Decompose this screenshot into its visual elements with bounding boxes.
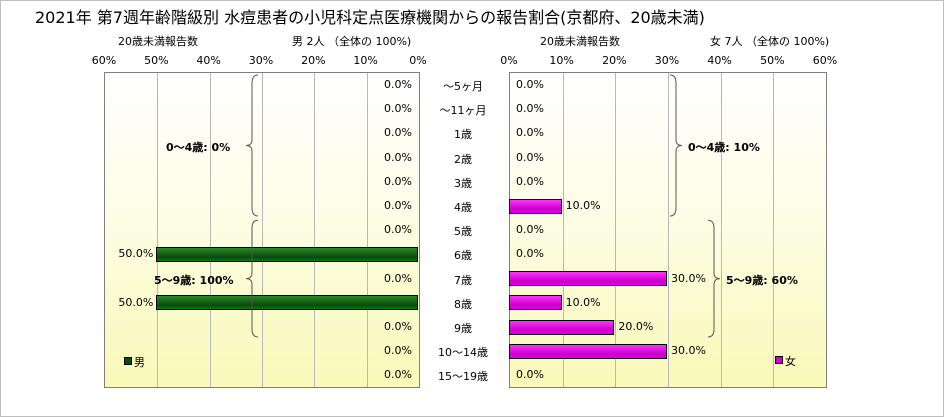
female-value-label-8: 30.0% (671, 271, 706, 285)
gridline (615, 73, 617, 387)
female-plot-area (509, 72, 827, 388)
male-axis-tick: 10% (353, 54, 378, 67)
female-bar-10 (509, 319, 615, 335)
male-bar-7 (156, 246, 418, 262)
female-axis-tick: 20% (602, 54, 627, 67)
female-axis-tick: 0% (500, 54, 518, 67)
female-value-label-2: 0.0% (516, 126, 544, 140)
female-bar-8 (509, 271, 667, 287)
chart-title: 2021年 第7週年齢階級別 水痘患者の小児科定点医療機関からの報告割合(京都府… (35, 8, 705, 27)
male-value-label-1: 0.0% (384, 102, 412, 116)
female-axis-tick: 60% (812, 54, 838, 67)
age-category-label-2: 1歳 (454, 128, 472, 142)
male-value-label-10: 0.0% (384, 320, 412, 333)
age-category-label-7: 6歳 (454, 249, 472, 263)
male-legend: 男 (124, 354, 145, 370)
female-value-label-4: 0.0% (516, 174, 544, 188)
female-legend-label: 女 (785, 355, 796, 368)
male-plot-area (104, 72, 420, 388)
male-value-label-12: 0.0% (384, 368, 412, 382)
male-axis-tick: 60% (91, 54, 117, 67)
female-value-label-0: 0.0% (516, 78, 544, 91)
male-axis-tick: 20% (301, 54, 326, 67)
female-bar-5 (509, 198, 562, 214)
male-legend-label: 男 (134, 356, 145, 369)
female-value-label-3: 0.0% (516, 150, 544, 164)
gridline (773, 73, 775, 387)
gridline (668, 73, 669, 387)
right-header-count: 20歳未満報告数 (540, 35, 620, 48)
male-value-label-0: 0.0% (384, 78, 412, 91)
male-axis-tick: 40% (196, 54, 221, 67)
gridline (366, 73, 368, 387)
male-value-label-4: 0.0% (384, 174, 412, 188)
gridline (562, 73, 564, 387)
male-value-label-6: 0.0% (384, 223, 412, 237)
male-bar-9 (156, 295, 418, 311)
age-category-label-5: 4歳 (454, 201, 472, 214)
male-value-label-3: 0.0% (384, 150, 412, 164)
left-header-total: 男 2人 （全体の 100%) (292, 35, 412, 48)
female-value-label-7: 0.0% (516, 247, 544, 261)
male-value-label-8: 0.0% (384, 271, 412, 285)
female-value-label-11: 30.0% (671, 344, 706, 358)
age-category-label-0: ～5ヶ月 (443, 80, 483, 93)
male-axis-tick: 0% (409, 54, 427, 67)
male-value-label-11: 0.0% (384, 344, 412, 358)
gridline (720, 73, 722, 387)
female-value-label-10: 20.0% (618, 320, 654, 333)
male-value-label-7: 50.0% (118, 247, 154, 261)
gridline (262, 73, 263, 387)
left-header-count: 20歳未満報告数 (118, 35, 198, 48)
female-bar-11 (509, 343, 667, 359)
age-category-label-6: 5歳 (454, 225, 472, 239)
right-header-total: 女 7人 （全体の 100%) (710, 35, 830, 48)
age-category-label-1: ～11ヶ月 (439, 104, 487, 118)
male-value-label-2: 0.0% (384, 126, 412, 140)
male-axis-tick: 30% (248, 54, 274, 67)
female-value-label-9: 10.0% (565, 295, 601, 309)
age-category-label-4: 3歳 (454, 176, 472, 190)
male-value-label-5: 0.0% (384, 199, 412, 212)
female-value-label-1: 0.0% (516, 102, 544, 116)
female-bar-9 (509, 295, 562, 311)
female-axis-tick: 10% (549, 54, 574, 67)
male-value-label-9: 50.0% (118, 295, 154, 309)
gridline (209, 73, 211, 387)
age-category-label-8: 7歳 (454, 273, 472, 287)
male-axis-tick: 50% (144, 54, 169, 67)
age-category-label-11: 10～14歳 (438, 346, 488, 360)
male-group-annotation-1: 5～9歳: 100% (154, 273, 234, 287)
female-legend: 女 (775, 353, 796, 369)
female-axis-tick: 30% (654, 54, 680, 67)
female-axis-tick: 50% (760, 54, 785, 67)
gridline (314, 73, 316, 387)
female-axis-tick: 40% (707, 54, 732, 67)
female-value-label-5: 10.0% (565, 199, 601, 212)
female-group-annotation-0: 0～4歳: 10% (688, 140, 760, 154)
age-category-label-9: 8歳 (454, 297, 472, 311)
female-legend-swatch (775, 356, 783, 364)
age-category-label-12: 15～19歳 (438, 370, 488, 384)
age-category-label-10: 9歳 (454, 322, 472, 335)
female-value-label-12: 0.0% (516, 368, 544, 382)
gridline (157, 73, 159, 387)
female-value-label-6: 0.0% (516, 223, 544, 237)
male-legend-swatch (124, 357, 132, 365)
male-group-annotation-0: 0～4歳: 0% (166, 140, 231, 154)
age-category-label-3: 2歳 (454, 152, 472, 166)
female-group-annotation-1: 5～9歳: 60% (726, 273, 798, 287)
